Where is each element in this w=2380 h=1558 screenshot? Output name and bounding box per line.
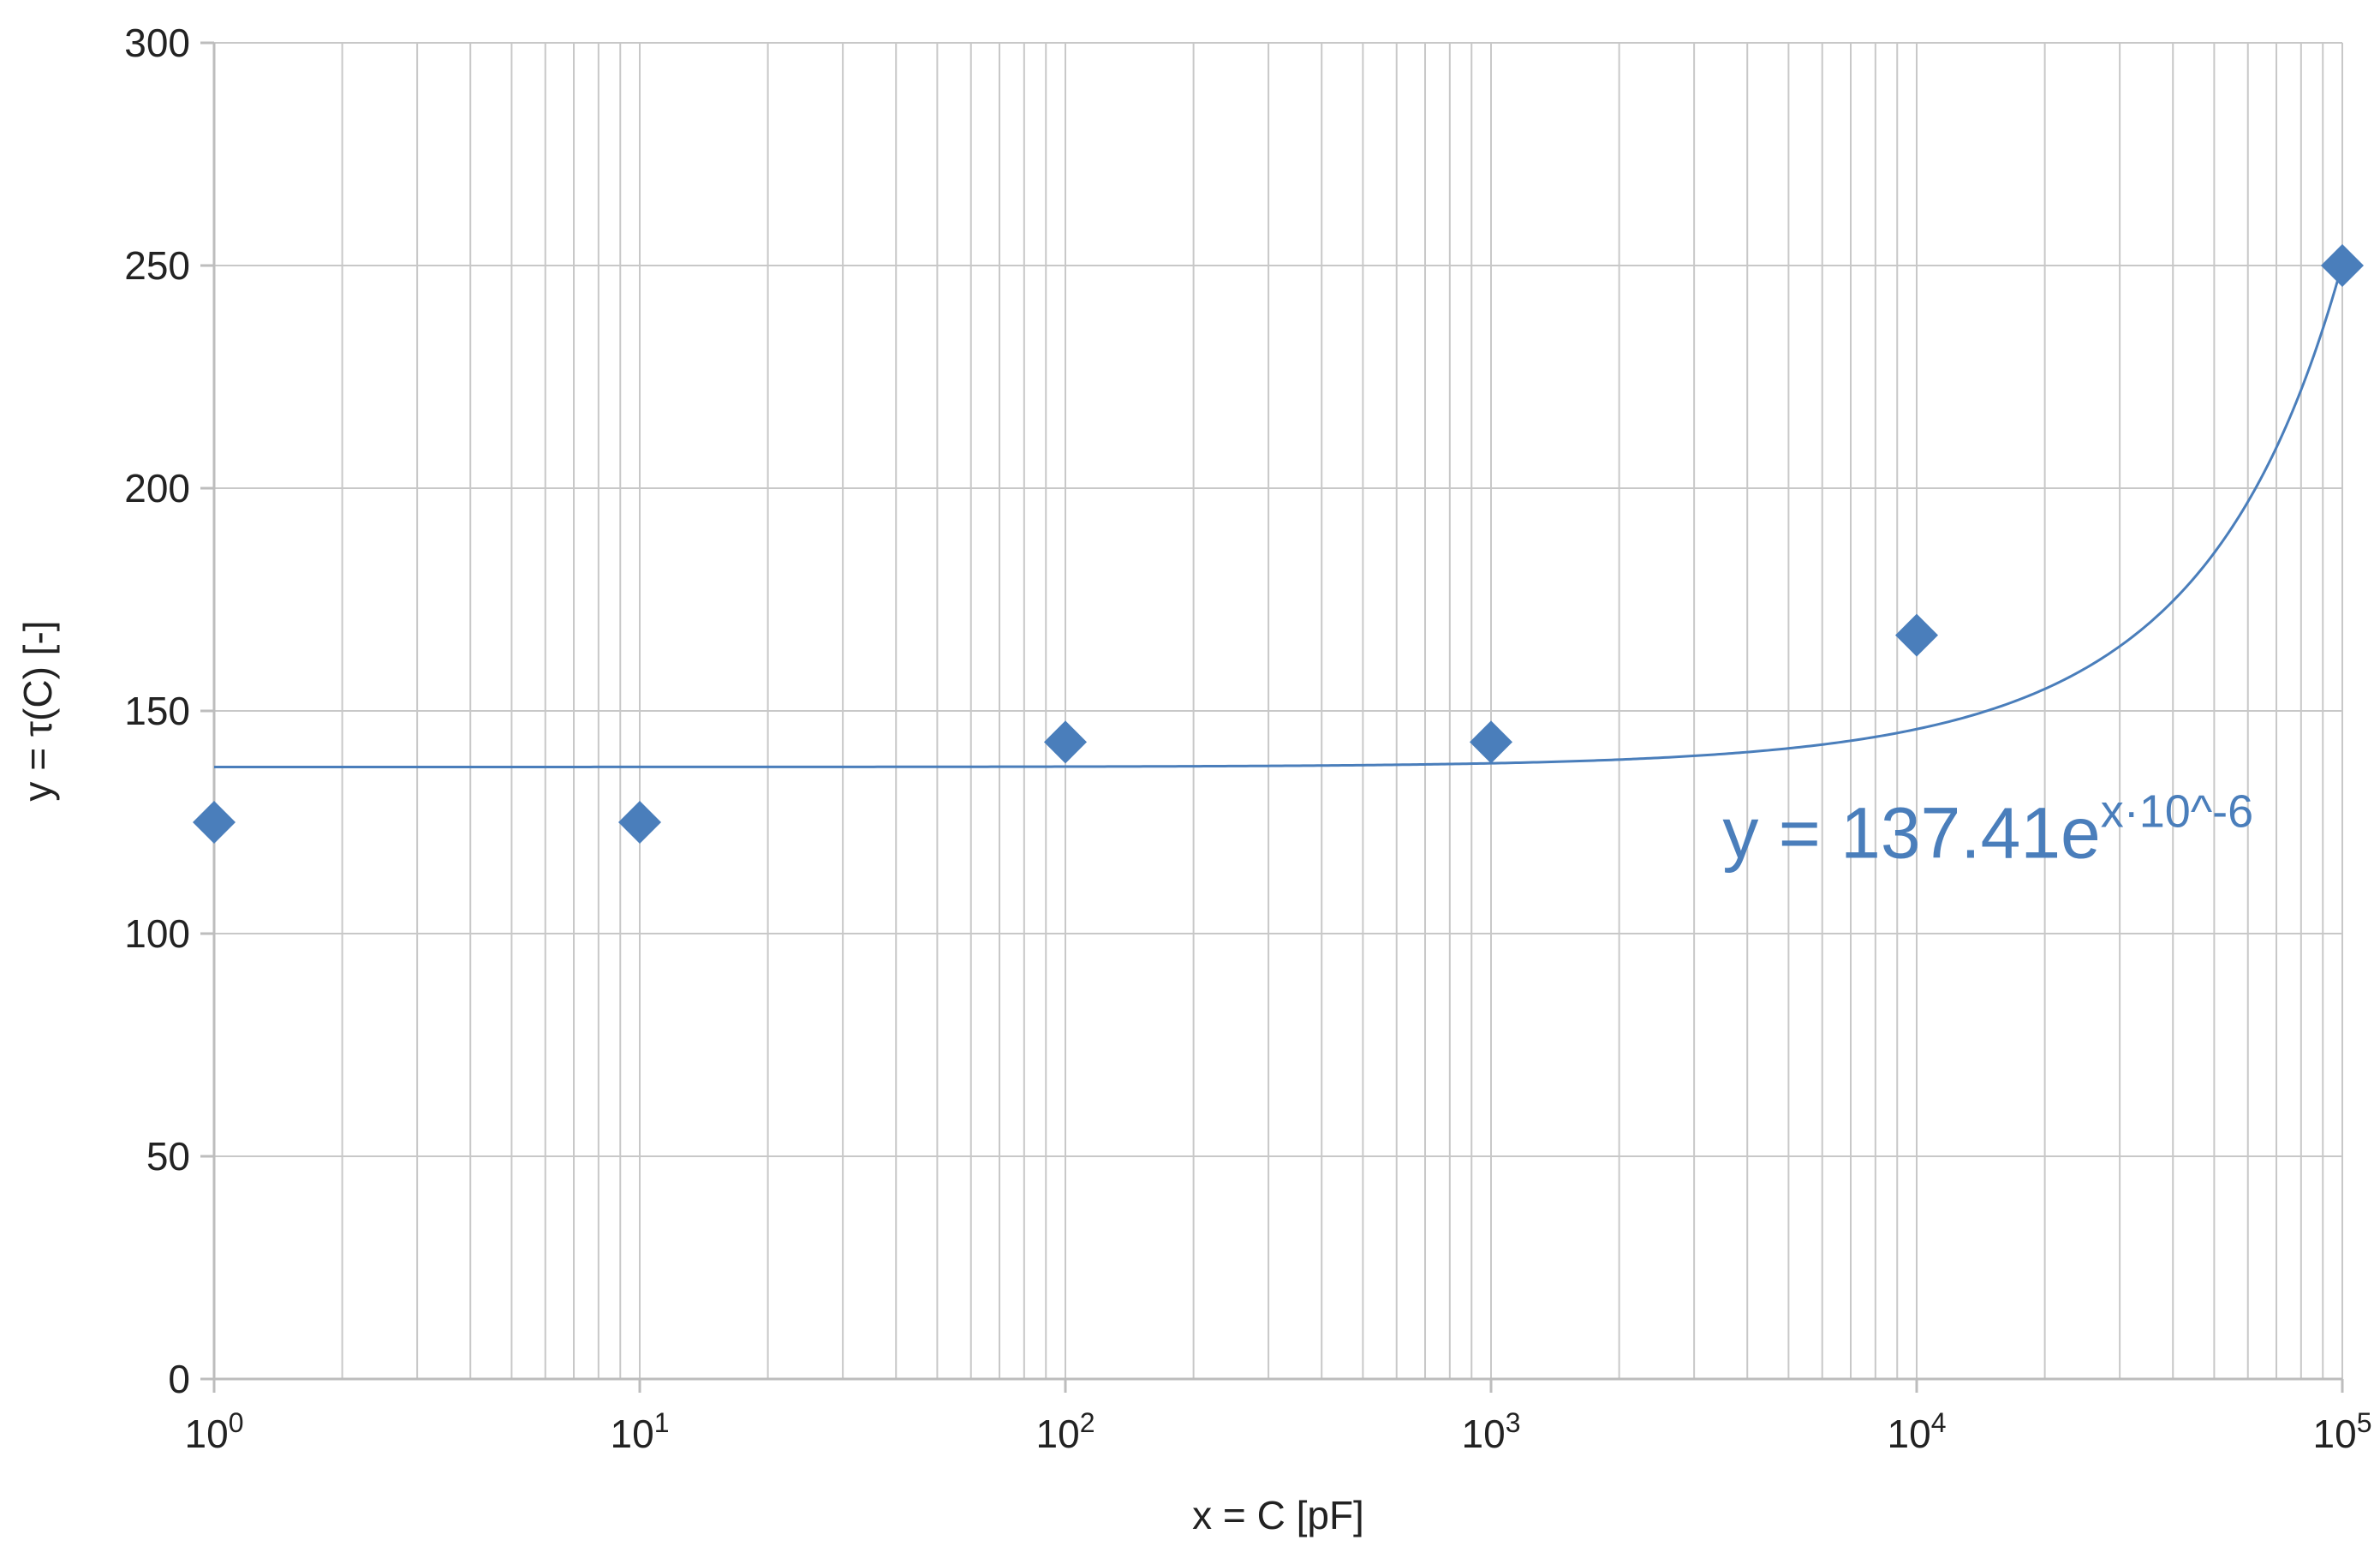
x-tick-label: 104 bbox=[1888, 1407, 1947, 1456]
x-tick-label: 100 bbox=[185, 1407, 244, 1456]
x-tick-base: 10 bbox=[185, 1412, 229, 1456]
x-tick-exponent: 4 bbox=[1931, 1407, 1947, 1438]
x-tick-label: 105 bbox=[2313, 1407, 2372, 1456]
x-tick-exponent: 0 bbox=[229, 1407, 244, 1438]
x-tick-base: 10 bbox=[1036, 1412, 1080, 1456]
equation-main: y = 137.41e bbox=[1722, 793, 2100, 874]
x-tick-exponent: 1 bbox=[654, 1407, 670, 1438]
data-point bbox=[1044, 720, 1087, 764]
data-point bbox=[193, 801, 236, 844]
data-point bbox=[1895, 613, 1938, 657]
x-tick-labels: 100 101 102 103 104 105 bbox=[185, 1407, 2372, 1456]
x-tick-base: 10 bbox=[1462, 1412, 1506, 1456]
x-tick-exponent: 3 bbox=[1506, 1407, 1521, 1438]
x-axis-title: x = C [pF] bbox=[1192, 1493, 1364, 1537]
x-tick-label: 103 bbox=[1462, 1407, 1521, 1456]
y-tick-label: 150 bbox=[124, 689, 190, 733]
y-tick-label: 0 bbox=[168, 1357, 190, 1401]
x-tick-base: 10 bbox=[611, 1412, 654, 1456]
y-tick-label: 200 bbox=[124, 466, 190, 510]
y-tick-label: 250 bbox=[124, 243, 190, 288]
data-point bbox=[1470, 720, 1512, 764]
y-tick-label: 100 bbox=[124, 911, 190, 956]
axes bbox=[200, 41, 2344, 1393]
equation-exponent: x·10^-6 bbox=[2101, 786, 2253, 838]
x-tick-exponent: 5 bbox=[2357, 1407, 2372, 1438]
y-tick-label: 300 bbox=[124, 21, 190, 65]
x-tick-base: 10 bbox=[2313, 1412, 2357, 1456]
data-markers bbox=[193, 244, 2364, 844]
x-tick-base: 10 bbox=[1888, 1412, 1931, 1456]
y-tick-labels: 0 50 100 150 200 250 300 bbox=[124, 21, 190, 1401]
data-point bbox=[2321, 244, 2364, 287]
trendline bbox=[214, 263, 2344, 768]
x-tick-label: 101 bbox=[611, 1407, 670, 1456]
y-axis-title: y = τ(C) [-] bbox=[15, 620, 60, 801]
trendline-equation: y = 137.41ex·10^-6 bbox=[1722, 786, 2253, 874]
y-tick-label: 50 bbox=[146, 1134, 190, 1179]
x-tick-exponent: 2 bbox=[1080, 1407, 1095, 1438]
data-point bbox=[618, 801, 661, 844]
x-tick-label: 102 bbox=[1036, 1407, 1095, 1456]
